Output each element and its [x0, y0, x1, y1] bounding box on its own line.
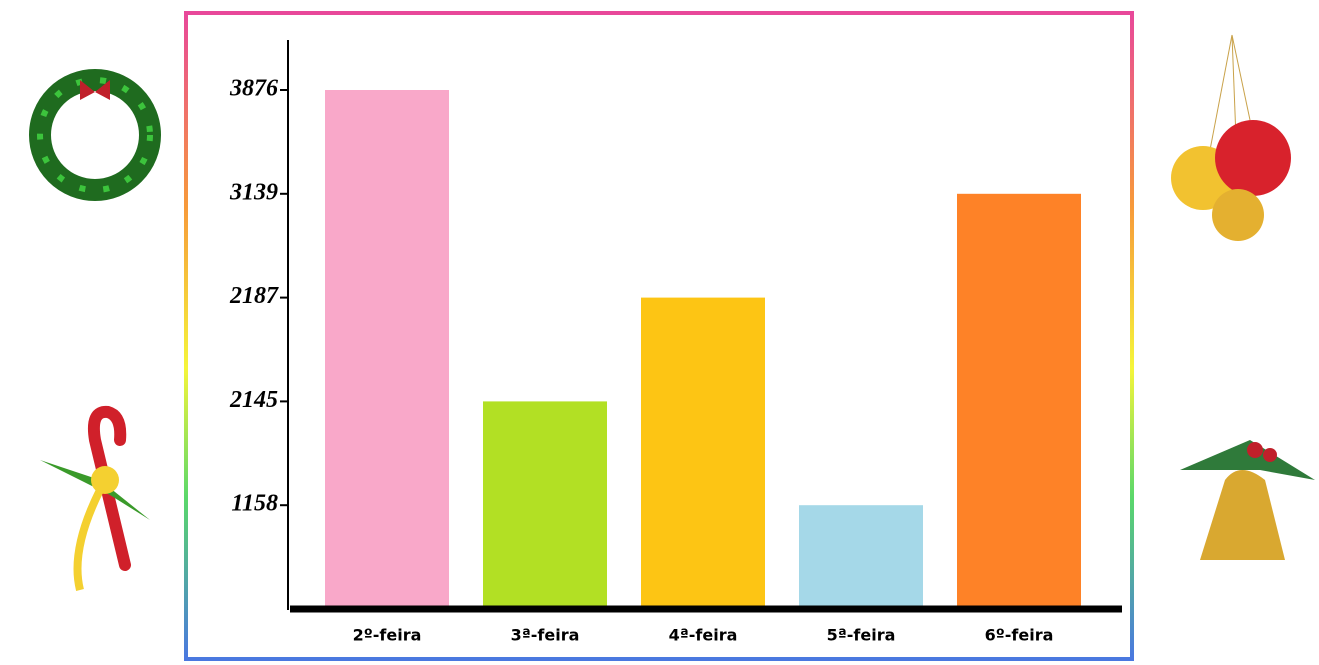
- x-tick-label: 6º-feira: [985, 626, 1054, 645]
- frame: [184, 11, 1134, 661]
- wreath: [29, 69, 161, 201]
- ornaments: [1171, 34, 1291, 241]
- bar: [957, 193, 1081, 610]
- bar: [641, 297, 765, 609]
- y-tick-label: 2187: [229, 283, 279, 309]
- candy-cane: [40, 405, 150, 591]
- bell: [1180, 440, 1315, 560]
- bar: [483, 401, 607, 609]
- y-tick-label: 1158: [231, 491, 278, 517]
- bar: [799, 505, 923, 609]
- x-tick-label: 2º-feira: [353, 626, 422, 645]
- x-tick-label: 3ª-feira: [511, 626, 580, 645]
- x-tick-label: 4ª-feira: [669, 626, 738, 645]
- x-tick-label: 5ª-feira: [827, 626, 896, 645]
- y-tick-label: 3876: [229, 76, 278, 102]
- y-tick-label: 3139: [229, 179, 278, 205]
- bar: [325, 90, 449, 609]
- y-tick-label: 2145: [229, 387, 278, 413]
